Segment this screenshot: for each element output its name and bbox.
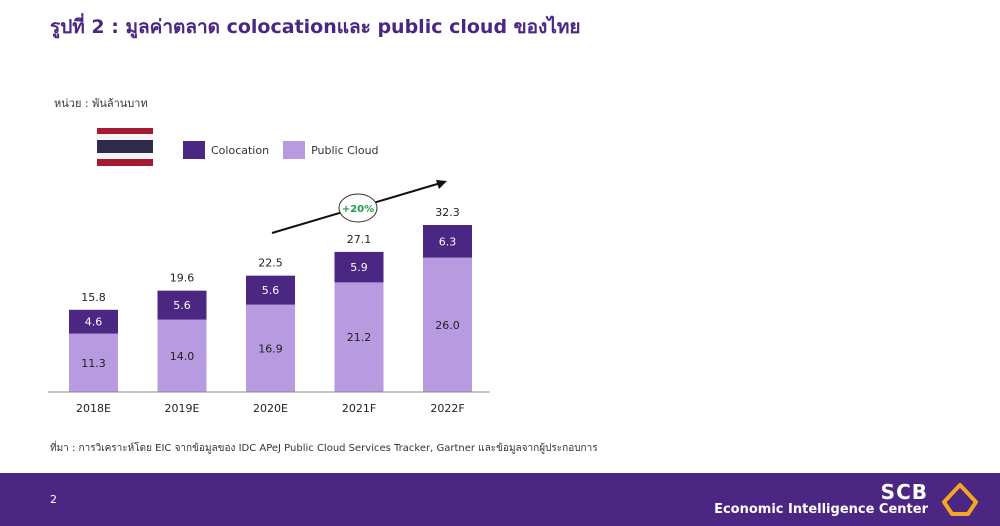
source-note: ที่มา : การวิเคราะห์โดย EIC จากข้อมูลของ… <box>50 443 598 454</box>
data-label-colocation: 4.6 <box>85 316 103 329</box>
bar-public-cloud <box>246 304 295 392</box>
data-label-public-cloud: 16.9 <box>258 342 283 355</box>
footer-bar: 2 SCB Economic Intelligence Center <box>0 473 1000 526</box>
total-label: 15.8 <box>81 291 106 304</box>
thai-flag-icon <box>97 128 153 166</box>
scb-logo-icon <box>942 483 978 516</box>
x-tick-label: 2020E <box>253 402 288 415</box>
x-tick-label: 2018E <box>76 402 111 415</box>
bar-colocation <box>423 225 472 258</box>
bar-colocation <box>246 275 295 305</box>
legend-item-public-cloud: Public Cloud <box>283 141 379 159</box>
bar-colocation <box>157 290 207 320</box>
data-label-public-cloud: 11.3 <box>81 357 106 370</box>
x-tick-label: 2022F <box>430 402 464 415</box>
data-label-public-cloud: 26.0 <box>435 319 460 332</box>
total-label: 19.6 <box>170 272 195 285</box>
data-label-colocation: 5.6 <box>173 299 191 312</box>
growth-arrow-head <box>436 180 447 189</box>
brand-name: SCB <box>880 480 928 504</box>
data-label-colocation: 5.9 <box>350 261 368 274</box>
bar-public-cloud <box>69 333 118 392</box>
data-label-colocation: 6.3 <box>439 235 457 248</box>
data-label-colocation: 5.6 <box>262 284 280 297</box>
data-label-public-cloud: 21.2 <box>347 331 372 344</box>
legend-item-colocation: Colocation <box>183 141 269 159</box>
unit-label: หน่วย : พันล้านบาท <box>54 97 148 110</box>
bar-public-cloud <box>334 282 384 392</box>
page-title: รูปที่ 2 : มูลค่าตลาด colocationและ publ… <box>50 16 581 38</box>
total-label: 32.3 <box>435 206 460 219</box>
legend-swatch-public-cloud <box>283 141 306 159</box>
x-tick-label: 2021F <box>342 402 376 415</box>
bar-colocation <box>69 309 118 334</box>
page-number: 2 <box>50 493 57 506</box>
bar-public-cloud <box>157 319 207 392</box>
growth-badge <box>338 193 378 223</box>
x-tick-label: 2019E <box>165 402 200 415</box>
legend-label-public-cloud: Public Cloud <box>311 143 379 157</box>
bar-public-cloud <box>423 257 472 392</box>
growth-badge-label: +20% <box>342 204 374 215</box>
legend-swatch-colocation <box>183 141 205 159</box>
total-label: 22.5 <box>258 257 283 270</box>
brand-subtitle: Economic Intelligence Center <box>714 502 928 517</box>
data-label-public-cloud: 14.0 <box>170 350 195 363</box>
legend-label-colocation: Colocation <box>211 143 270 157</box>
brand-block: SCB Economic Intelligence Center <box>714 482 928 518</box>
chart-legend: Colocation Public Cloud <box>183 141 393 159</box>
chart-bars: 11.3 4.6 15.8 2018E 14.0 5.6 19.6 2019E 16.9 5.6 2… <box>69 206 472 415</box>
stacked-bar-chart: 11.3 4.6 15.8 2018E 14.0 5.6 19.6 2019E 16.9 5.6 2… <box>48 180 490 415</box>
bar-colocation <box>334 251 384 283</box>
total-label: 27.1 <box>347 233 372 246</box>
